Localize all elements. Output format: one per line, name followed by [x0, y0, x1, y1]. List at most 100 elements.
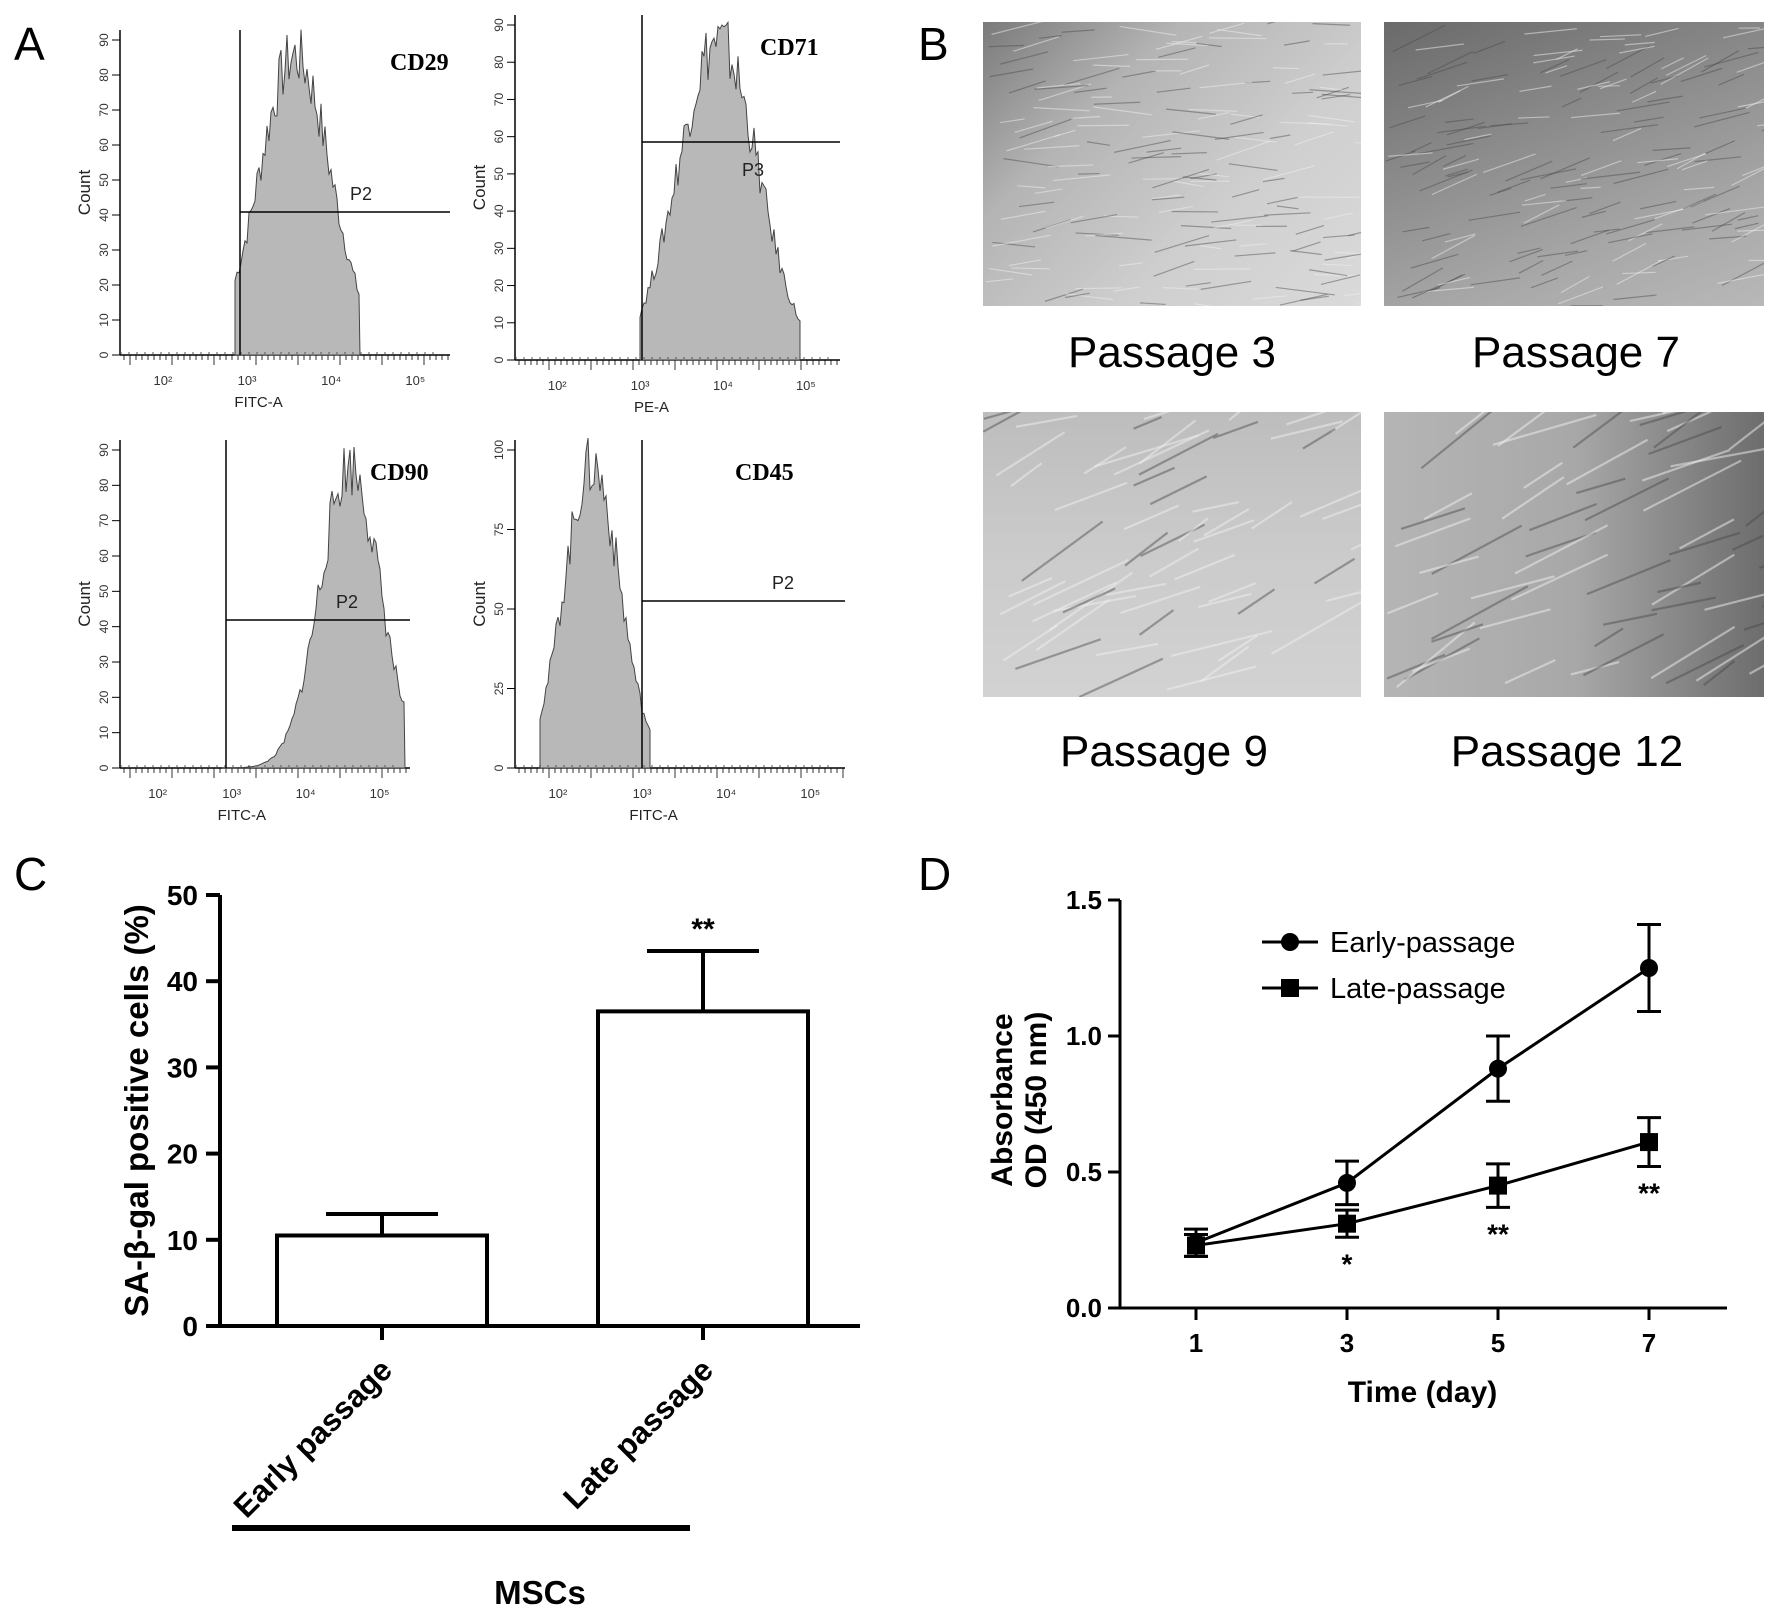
cell-streak [1431, 623, 1484, 643]
cell-streak [1211, 215, 1269, 223]
y-axis-label: Absorbance [986, 1013, 1019, 1186]
cell-streak [1410, 141, 1432, 153]
micrograph-caption-passage-9: Passage 9 [1060, 727, 1268, 776]
cell-streak [1262, 177, 1285, 183]
cell-streak [1589, 201, 1621, 215]
cell-streak [1203, 508, 1250, 537]
cell-streak [1320, 274, 1361, 286]
cell-streak [1357, 303, 1361, 305]
cell-streak [1646, 226, 1695, 234]
histogram-area [639, 20, 801, 361]
cell-streak [1199, 81, 1253, 89]
cell-streak [1193, 519, 1255, 543]
cell-streak [1019, 118, 1072, 139]
cell-streak [1323, 234, 1355, 239]
cell-streak [1608, 233, 1653, 244]
cell-streak [1078, 172, 1100, 175]
cell-streak [1497, 412, 1546, 447]
cell-streak [1199, 645, 1250, 683]
y-tick-label: 70 [97, 514, 111, 528]
cell-streak [1094, 434, 1200, 468]
y-tick-label: 40 [492, 204, 506, 218]
y-axis-label: OD (450 nm) [1020, 1012, 1053, 1189]
y-tick-label: 25 [492, 682, 506, 696]
cell-streak [1152, 168, 1210, 189]
cell-streak [1083, 446, 1127, 475]
cell-streak [983, 412, 1013, 420]
cell-streak [1456, 78, 1504, 87]
cell-streak [1652, 147, 1691, 151]
cell-streak [1196, 42, 1222, 48]
cell-streak [1106, 582, 1167, 597]
cell-streak [1195, 172, 1229, 178]
cell-streak [1308, 114, 1355, 123]
cell-streak [1152, 194, 1181, 200]
cell-streak [1198, 592, 1252, 609]
cell-streak [1008, 259, 1041, 267]
cell-streak [1660, 57, 1709, 85]
x-tick-label: 10⁴ [321, 373, 341, 388]
cell-streak [1644, 153, 1682, 166]
cell-streak [1492, 413, 1597, 446]
data-point [1187, 1236, 1205, 1255]
y-tick-label: 0.5 [1066, 1157, 1102, 1187]
cell-streak [999, 580, 1066, 616]
y-tick-label: 90 [492, 18, 506, 32]
cell-streak [1690, 185, 1740, 208]
cell-streak [1747, 46, 1764, 50]
cell-streak [1749, 664, 1764, 675]
y-tick-label: 70 [492, 92, 506, 106]
cell-streak [1692, 208, 1731, 224]
cell-streak [1742, 166, 1764, 177]
cell-streak [1613, 294, 1657, 301]
y-tick-label: 20 [167, 1139, 198, 1170]
y-tick-label: 40 [97, 620, 111, 634]
y-tick-label: 0 [492, 764, 506, 771]
cell-streak [1540, 58, 1570, 74]
cell-streak [1166, 665, 1257, 691]
x-axis-label: PE-A [634, 399, 669, 416]
cell-streak [1033, 107, 1090, 112]
cell-streak [1180, 225, 1232, 230]
cell-streak [1704, 51, 1759, 68]
cell-streak [1093, 106, 1153, 116]
cell-streak [1562, 197, 1593, 202]
cell-streak [1178, 517, 1209, 543]
cell-streak [1143, 412, 1171, 420]
cell-streak [1402, 226, 1430, 233]
cell-streak [1530, 277, 1559, 289]
cell-streak [1717, 273, 1764, 284]
cell-streak [1560, 58, 1607, 77]
cell-streak [1342, 292, 1361, 297]
cell-streak [1347, 253, 1361, 260]
cell-streak [1520, 206, 1577, 227]
cell-streak [1262, 165, 1315, 181]
cell-streak [1396, 287, 1441, 299]
cell-streak [1269, 134, 1291, 140]
cell-streak [1065, 292, 1090, 299]
cell-streak [1419, 555, 1479, 575]
cell-streak [1425, 90, 1461, 108]
cell-streak [1731, 534, 1764, 551]
cell-streak [1709, 235, 1747, 240]
cell-streak [1153, 260, 1195, 277]
x-axis-label: FITC-A [218, 807, 266, 824]
micrograph-texture [1386, 412, 1764, 689]
cell-streak [1124, 531, 1169, 567]
cell-streak [1095, 642, 1159, 657]
cell-streak [1523, 204, 1560, 224]
cell-streak [1564, 250, 1588, 257]
cell-streak [1038, 83, 1092, 102]
cell-streak [1431, 173, 1478, 196]
cell-streak [1172, 180, 1205, 188]
cell-streak [1284, 73, 1316, 84]
y-tick-label: 20 [492, 279, 506, 293]
panel-label-c: C [14, 848, 47, 900]
data-point [1338, 1214, 1356, 1233]
cell-streak [1599, 34, 1642, 38]
y-tick-label: 100 [492, 440, 506, 460]
cell-streak [1582, 633, 1665, 677]
data-point [1489, 1176, 1507, 1195]
marker-label: CD45 [735, 460, 794, 486]
cell-streak [1711, 211, 1746, 232]
